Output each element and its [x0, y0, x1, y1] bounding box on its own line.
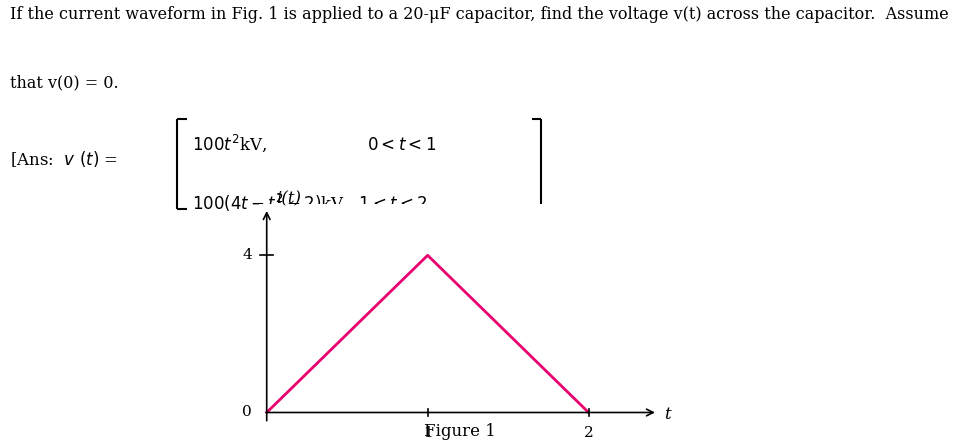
Text: Figure 1: Figure 1 [423, 423, 496, 440]
Text: i(t): i(t) [276, 190, 302, 207]
Text: $100(4t - t^2 - 2)$kV,  $1 < t < 2$: $100(4t - t^2 - 2)$kV, $1 < t < 2$ [192, 192, 427, 213]
Text: If the current waveform in Fig. 1 is applied to a 20-μF capacitor, find the volt: If the current waveform in Fig. 1 is app… [10, 6, 948, 24]
Text: t: t [664, 406, 671, 423]
Text: $100t^2$kV,                   $0 < t < 1$: $100t^2$kV, $0 < t < 1$ [192, 132, 436, 154]
Text: 1: 1 [422, 426, 432, 440]
Text: that v(0) = 0.: that v(0) = 0. [10, 75, 118, 91]
Text: 4: 4 [242, 248, 252, 262]
Text: 0: 0 [242, 405, 252, 420]
Text: 2: 2 [583, 426, 593, 440]
Text: [Ans:  $v$ $(t)$ =: [Ans: $v$ $(t)$ = [10, 149, 118, 169]
